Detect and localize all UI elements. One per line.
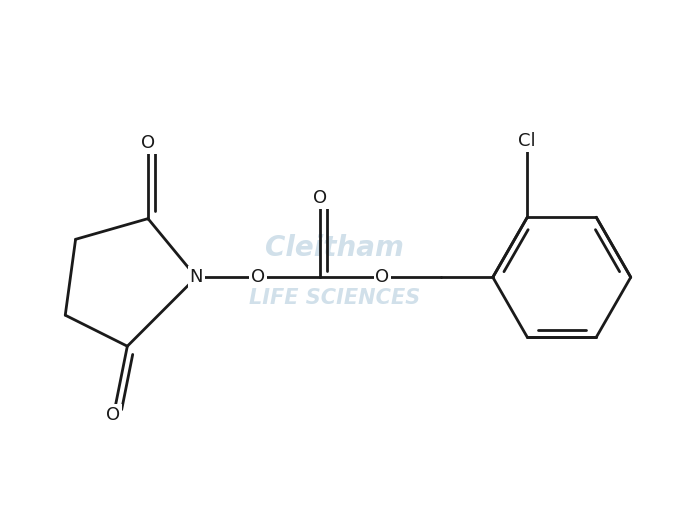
- Text: Cl: Cl: [519, 133, 536, 150]
- Text: O: O: [251, 268, 265, 286]
- Text: O: O: [106, 406, 120, 424]
- Text: O: O: [313, 189, 328, 207]
- Text: LIFE SCIENCES: LIFE SCIENCES: [248, 288, 420, 308]
- Text: N: N: [189, 268, 203, 286]
- Text: O: O: [375, 268, 390, 286]
- Text: Cleitham: Cleitham: [264, 233, 404, 262]
- Text: O: O: [141, 134, 155, 152]
